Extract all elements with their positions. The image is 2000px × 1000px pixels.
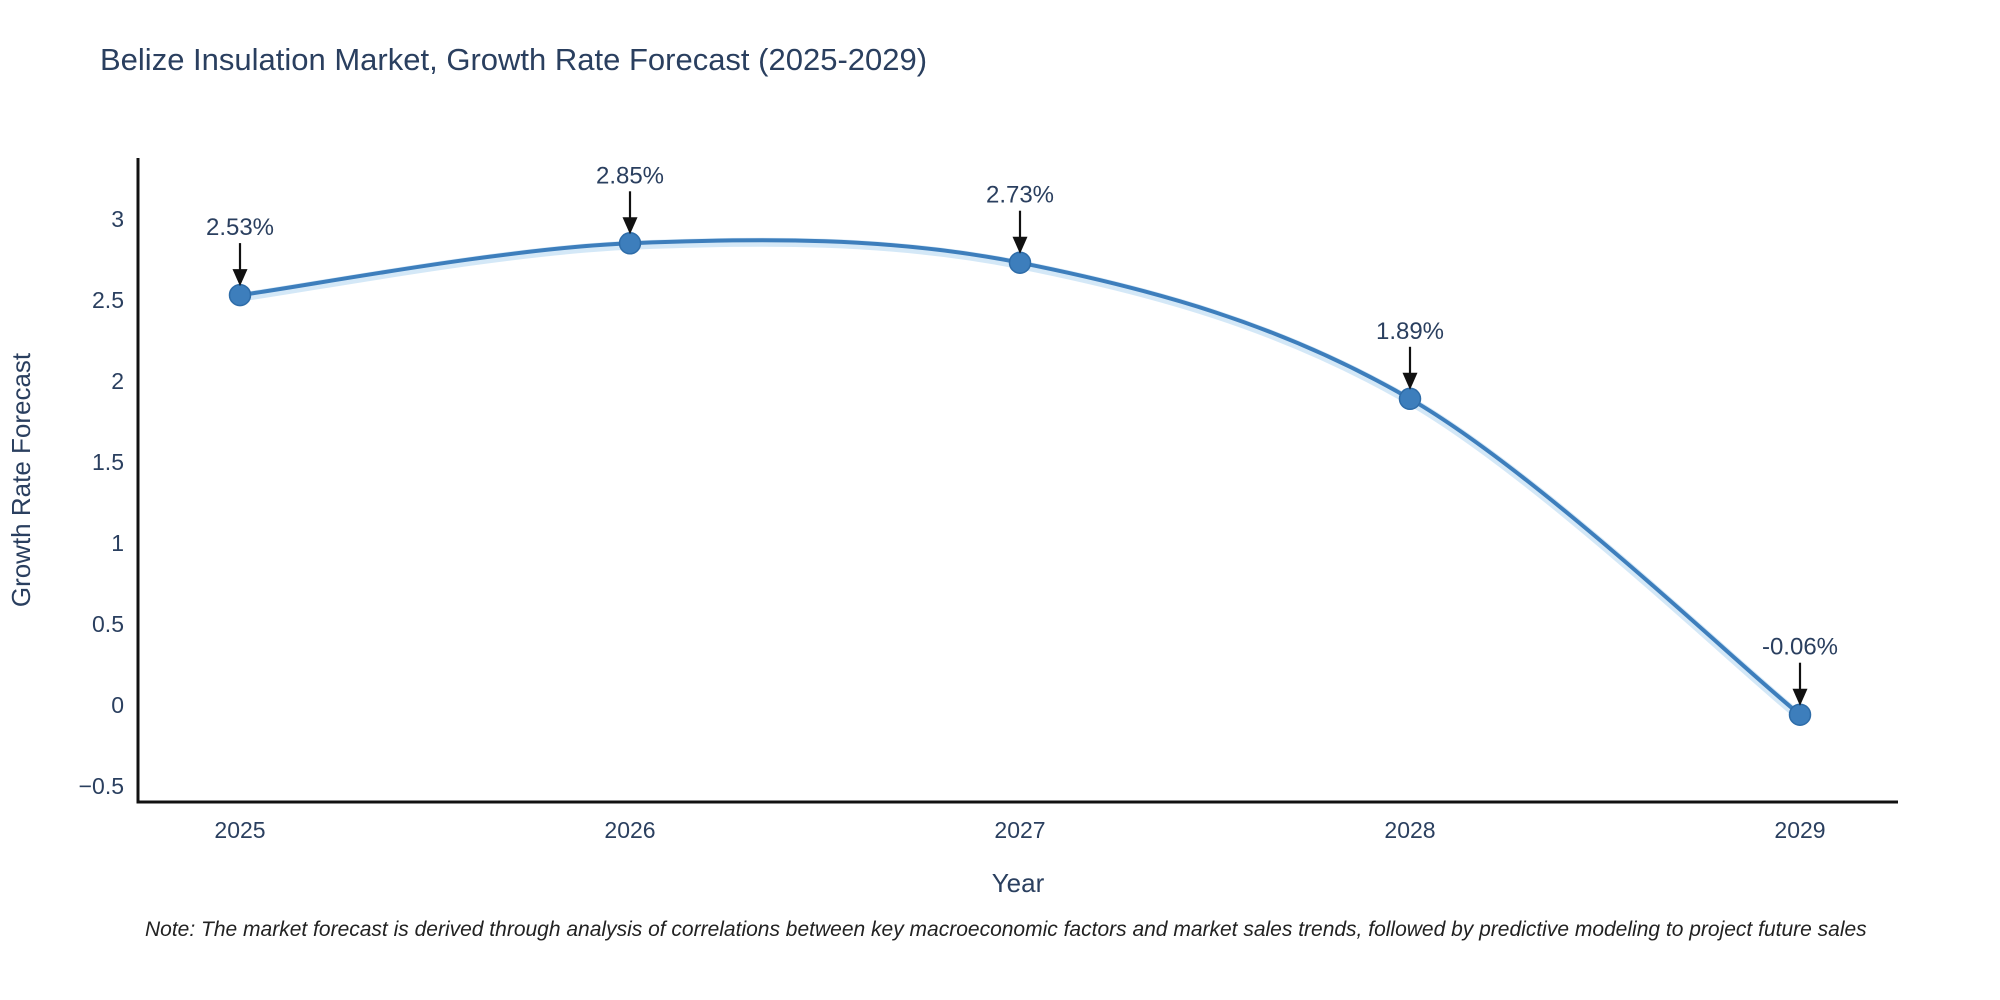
y-axis-title: Growth Rate Forecast — [6, 352, 36, 607]
chart-title: Belize Insulation Market, Growth Rate Fo… — [100, 42, 928, 77]
tick-labels-layer: 3 2.5 2 1.5 1 0.5 0 −0.5 2025 2026 2027 2028 2029 — [79, 206, 1826, 843]
y-tick-label: 1.5 — [92, 449, 124, 475]
annotation-label-2026: 2.85% — [596, 162, 664, 189]
x-tick-label: 2029 — [1774, 817, 1825, 843]
annotations-layer: 2.53% 2.85% 2.73% 1.89% -0.06% — [206, 162, 1838, 706]
trend-line — [238, 238, 1802, 717]
data-point-2029 — [1788, 703, 1812, 726]
data-point-2027 — [1008, 251, 1032, 274]
axes-lines — [136, 158, 1898, 804]
series-layer — [228, 232, 1812, 726]
x-tick-label: 2026 — [604, 817, 655, 843]
y-tick-label: −0.5 — [79, 773, 124, 799]
y-tick-label: 0.5 — [92, 611, 124, 637]
data-point-2026 — [618, 232, 642, 255]
y-tick-label: 2 — [111, 368, 124, 394]
annotation-arrow-head — [1402, 372, 1418, 390]
annotation-label-2028: 1.89% — [1376, 318, 1444, 345]
annotation-arrow-head — [232, 269, 248, 287]
annotation-arrow-head — [622, 217, 638, 235]
annotation-label-2029: -0.06% — [1762, 634, 1838, 661]
data-point-2028 — [1398, 387, 1422, 411]
annotation-arrow-head — [1012, 236, 1028, 254]
x-tick-label: 2025 — [214, 817, 265, 843]
x-axis-title: Year — [992, 868, 1045, 898]
annotation-label-2025: 2.53% — [206, 214, 274, 241]
y-tick-label: 1 — [111, 530, 124, 556]
x-tick-label: 2027 — [994, 817, 1045, 843]
annotation-label-2027: 2.73% — [986, 182, 1054, 209]
data-point-2025 — [228, 283, 252, 307]
y-tick-label: 2.5 — [92, 287, 124, 313]
annotation-arrow-head — [1792, 688, 1808, 706]
footnote: Note: The market forecast is derived thr… — [145, 918, 1867, 941]
axes-layer — [136, 158, 1898, 804]
x-tick-label: 2028 — [1384, 817, 1435, 843]
y-tick-label: 0 — [111, 692, 124, 718]
y-tick-label: 3 — [111, 206, 124, 232]
trend-line-halo — [235, 237, 1805, 722]
